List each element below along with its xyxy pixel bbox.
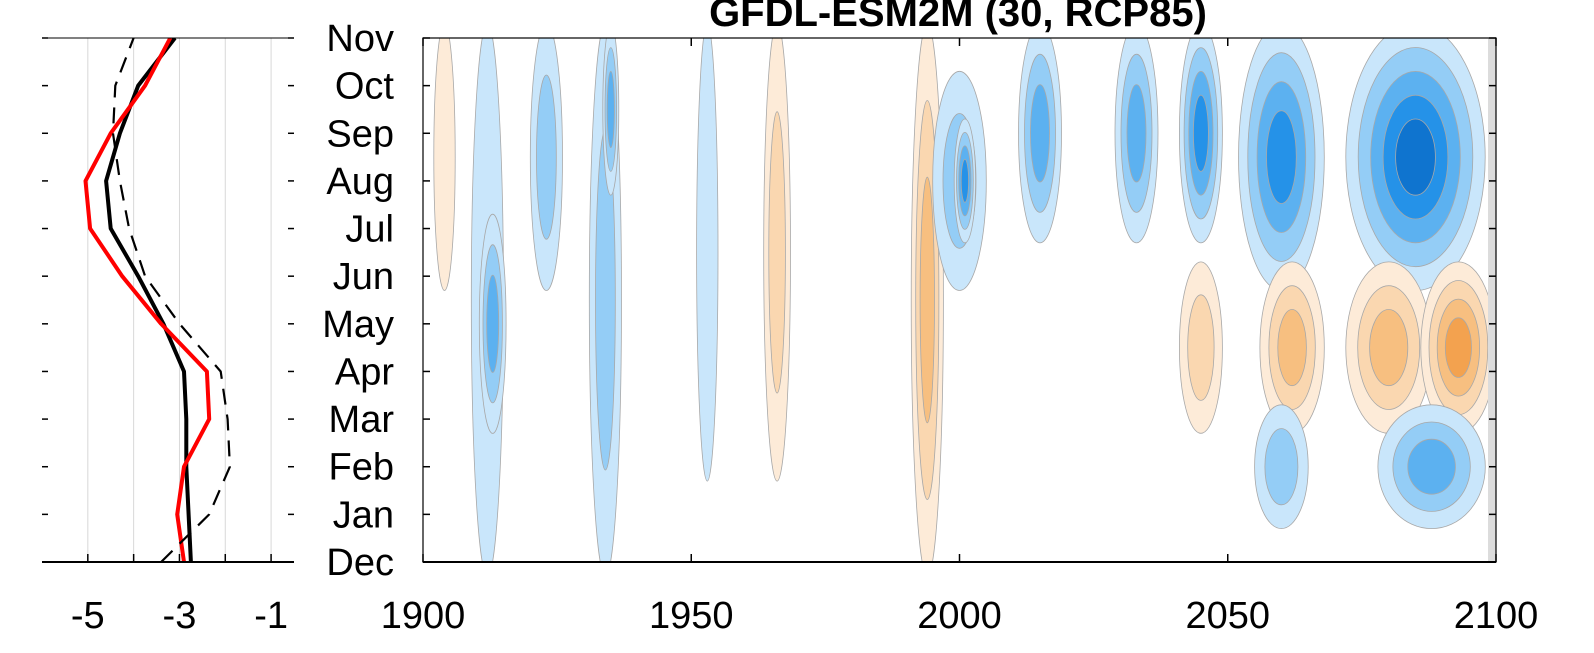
contour-level-4 [1266, 110, 1297, 204]
month-label: Aug [326, 161, 394, 203]
heatmap-feature-7 [763, 38, 791, 482]
left-line-panel: -5 -3 -1 [42, 37, 294, 637]
heatmap-feature-3 [529, 38, 563, 291]
heatmap-feature-14 [1238, 38, 1325, 291]
heatmap-feature-11 [1018, 38, 1062, 244]
heatmap-feature-19 [1420, 261, 1496, 434]
month-label: Jan [333, 494, 394, 536]
heatmap-feature-20 [1254, 404, 1309, 530]
right-x-tick-label: 2100 [1454, 595, 1539, 637]
contour-level-2 [1264, 428, 1299, 506]
right-x-tick-label: 2050 [1185, 595, 1270, 637]
series-line-1 [83, 38, 212, 562]
contour-level-3 [1407, 438, 1456, 495]
heatmap-feature-10 [953, 118, 977, 244]
month-label: Apr [335, 351, 394, 393]
month-label: Oct [335, 66, 395, 108]
heatmap-feature-17 [1259, 261, 1325, 434]
edge-strip [1488, 38, 1496, 562]
right-x-tick-label: 2000 [917, 595, 1002, 637]
contour-level-2 [536, 74, 557, 240]
series-line-0 [104, 38, 193, 562]
right-x-tick-label: 1950 [649, 595, 734, 637]
heatmap-group [433, 38, 1496, 562]
heatmap-feature-6 [696, 38, 719, 482]
month-label: May [322, 304, 394, 346]
contour-level-1 [696, 38, 719, 482]
month-label: Jun [333, 256, 394, 298]
month-label: Nov [326, 18, 394, 60]
month-label: Jul [345, 209, 394, 251]
contour-level-3 [1126, 84, 1147, 183]
left-x-tick-label: -1 [254, 595, 288, 637]
month-label: Sep [326, 113, 394, 155]
chart-title: GFDL-ESM2M (30, RCP85) [709, 0, 1207, 35]
month-label: Feb [329, 447, 394, 489]
contour-level-4 [960, 158, 970, 203]
contour-level-1 [433, 38, 456, 291]
contour-level-5 [1395, 118, 1436, 196]
right-x-tick-label: 1900 [381, 595, 466, 637]
heatmap-feature-12 [1114, 38, 1159, 244]
left-x-tick-label: -3 [163, 595, 197, 637]
month-label: Mar [329, 399, 395, 441]
heatmap-feature-8 [910, 38, 944, 562]
heatmap-feature-13 [1179, 38, 1223, 244]
contour-level-3 [919, 176, 935, 424]
right-heatmap-panel: 1900 1950 2000 2050 2100 [381, 37, 1539, 637]
heatmap-feature-15 [1345, 38, 1486, 291]
contour-level-3 [1030, 84, 1050, 183]
contour-level-3 [606, 71, 615, 148]
heatmap-feature-5 [602, 38, 620, 196]
contour-level-2 [768, 111, 786, 394]
contour-level-3 [1369, 309, 1409, 387]
heatmap-feature-21 [1377, 404, 1486, 530]
series-line-2 [111, 38, 231, 562]
month-label: Dec [326, 542, 394, 584]
contour-level-4 [1444, 317, 1472, 378]
heatmap-feature-2 [478, 213, 507, 434]
contour-level-2 [1187, 294, 1215, 401]
contour-level-3 [1277, 309, 1307, 387]
heatmap-feature-0 [433, 38, 456, 291]
contour-level-4 [1193, 94, 1209, 172]
heatmap-feature-16 [1179, 261, 1223, 434]
left-series-group [83, 38, 231, 562]
contour-level-3 [486, 274, 500, 373]
month-labels: Dec Jan Feb Mar Apr May Jun Jul Aug Sep Oct Nov [322, 18, 394, 584]
left-x-tick-label: -5 [71, 595, 105, 637]
